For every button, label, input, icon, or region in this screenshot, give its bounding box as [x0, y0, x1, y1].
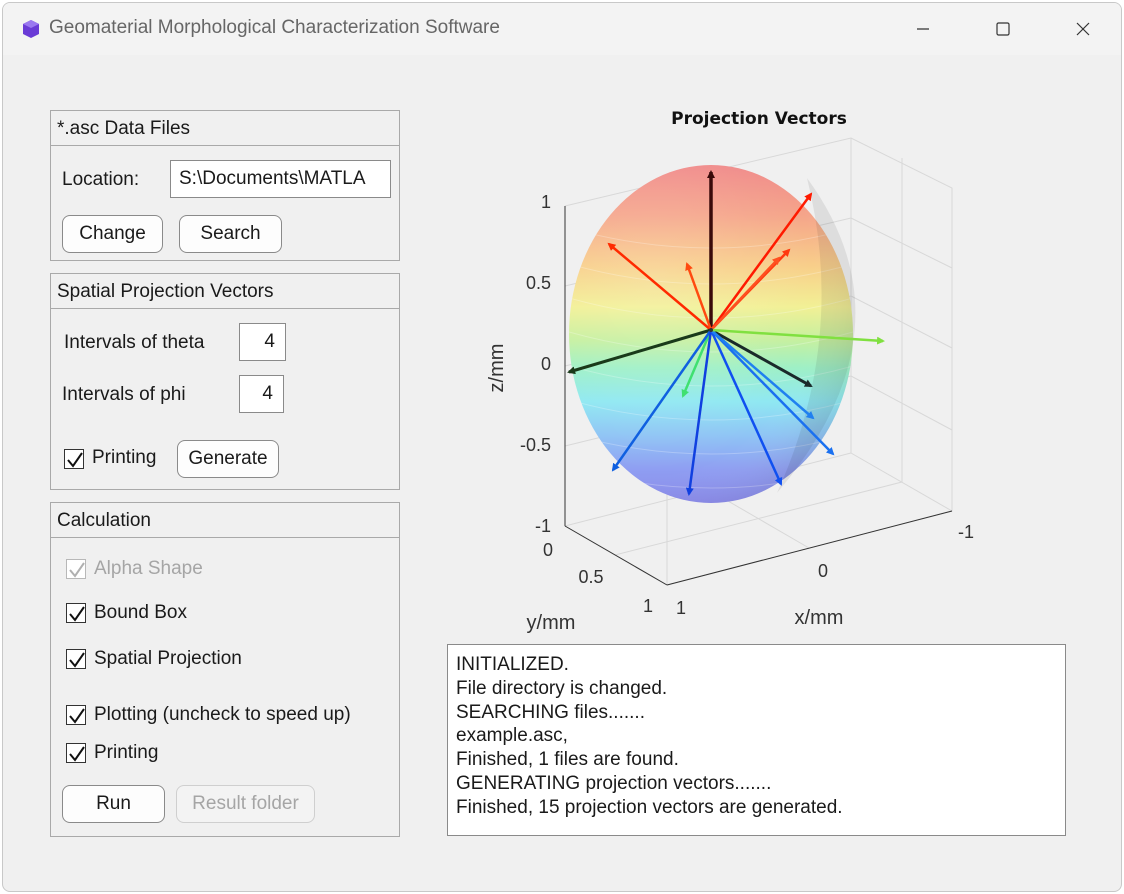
- log-line: Finished, 1 files are found.: [456, 749, 679, 771]
- theta-label: Intervals of theta: [64, 332, 205, 353]
- z-ticks: 1 0.5 0 -0.5 -1: [520, 192, 551, 536]
- projection-panel: Spatial Projection Vectors Intervals of …: [50, 273, 400, 490]
- x-tick: -1: [958, 522, 974, 542]
- calculation-title: Calculation: [51, 503, 399, 538]
- y-axis-label: y/mm: [527, 612, 576, 634]
- z-tick: 0.5: [526, 273, 551, 293]
- calculation-panel: Calculation Alpha Shape Bound Box Spatia…: [50, 502, 400, 837]
- title-bar: Geomaterial Morphological Characterizati…: [3, 3, 1121, 55]
- location-input[interactable]: S:\Documents\MATLA: [170, 160, 391, 198]
- x-axis-label: x/mm: [795, 607, 844, 629]
- phi-input[interactable]: 4: [239, 375, 284, 413]
- axes-lines: [564, 206, 953, 586]
- run-button[interactable]: Run: [62, 785, 165, 823]
- y-tick: 1: [643, 596, 653, 616]
- maximize-icon: [996, 22, 1010, 36]
- generate-button[interactable]: Generate: [177, 440, 279, 478]
- log-output[interactable]: INITIALIZED. File directory is changed. …: [447, 644, 1066, 836]
- log-line: SEARCHING files.......: [456, 701, 645, 723]
- data-files-panel: *.asc Data Files Location: S:\Documents\…: [50, 110, 400, 261]
- projection-plot-svg: Projection Vectors 1 0.5 0 -0.5 -1 z/mm …: [486, 109, 974, 634]
- z-tick: -1: [535, 516, 551, 536]
- y-ticks: 0 0.5 1: [543, 540, 653, 616]
- bound-box-checkbox[interactable]: [66, 603, 86, 623]
- check-icon: [69, 606, 85, 622]
- result-folder-button[interactable]: Result folder: [176, 785, 315, 823]
- bound-box-label: Bound Box: [94, 602, 187, 623]
- plotting-checkbox[interactable]: [66, 705, 86, 725]
- projection-plot[interactable]: Projection Vectors 1 0.5 0 -0.5 -1 z/mm …: [447, 98, 987, 643]
- calculation-printing-label: Printing: [94, 742, 159, 763]
- check-icon: [67, 452, 83, 468]
- projection-printing-checkbox[interactable]: [64, 449, 84, 469]
- search-button[interactable]: Search: [179, 215, 282, 253]
- change-button[interactable]: Change: [62, 215, 163, 253]
- x-tick: 0: [818, 561, 828, 581]
- alpha-shape-label: Alpha Shape: [94, 558, 203, 579]
- log-line: INITIALIZED.: [456, 654, 569, 675]
- window-title: Geomaterial Morphological Characterizati…: [49, 17, 500, 38]
- calculation-printing-checkbox[interactable]: [66, 743, 86, 763]
- spatial-projection-checkbox[interactable]: [66, 649, 86, 669]
- projection-vector-arrows: [567, 170, 885, 496]
- log-line: Finished, 15 projection vectors are gene…: [456, 796, 843, 818]
- plotting-label: Plotting (uncheck to speed up): [94, 704, 351, 725]
- close-icon: [1076, 22, 1090, 36]
- location-label: Location:: [62, 169, 140, 190]
- x-tick: 1: [676, 598, 686, 618]
- z-tick: 1: [541, 192, 551, 212]
- data-files-title: *.asc Data Files: [51, 111, 399, 146]
- spatial-projection-label: Spatial Projection: [94, 648, 242, 669]
- close-button[interactable]: [1043, 3, 1121, 55]
- log-line: GENERATING projection vectors.......: [456, 772, 772, 794]
- minimize-button[interactable]: [883, 3, 963, 55]
- projection-printing-label: Printing: [92, 447, 157, 468]
- check-icon: [69, 652, 85, 668]
- plot-title: Projection Vectors: [671, 109, 847, 129]
- projection-title: Spatial Projection Vectors: [51, 274, 399, 309]
- log-line: example.asc,: [456, 725, 568, 747]
- maximize-button[interactable]: [963, 3, 1043, 55]
- minimize-icon: [917, 28, 929, 30]
- z-tick: -0.5: [520, 435, 551, 455]
- app-logo-icon: [21, 19, 41, 39]
- alpha-shape-checkbox[interactable]: [66, 559, 86, 579]
- check-icon: [69, 562, 85, 578]
- log-line: File directory is changed.: [456, 677, 668, 699]
- y-tick: 0: [543, 540, 553, 560]
- z-tick: 0: [541, 354, 551, 374]
- z-axis-label: z/mm: [486, 344, 508, 393]
- y-tick: 0.5: [578, 567, 603, 587]
- x-ticks: -1 0 1: [676, 522, 974, 618]
- check-icon: [69, 708, 85, 724]
- theta-input[interactable]: 4: [239, 323, 286, 361]
- phi-label: Intervals of phi: [62, 384, 186, 405]
- check-icon: [69, 746, 85, 762]
